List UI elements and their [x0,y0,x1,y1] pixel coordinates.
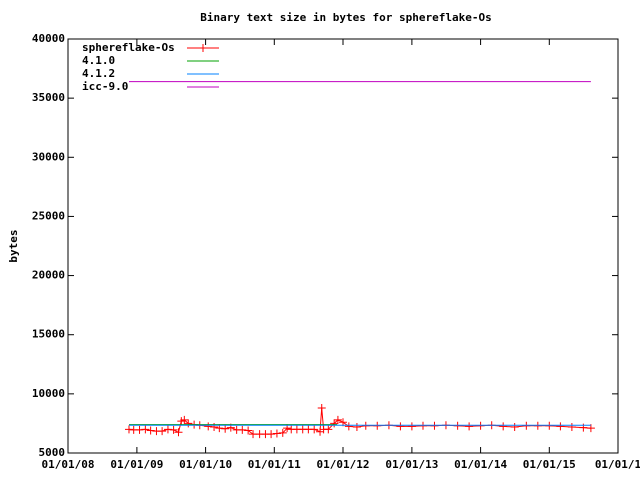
y-tick-label: 35000 [32,91,65,104]
point-marker [430,421,439,430]
y-tick-label: 20000 [32,269,65,282]
y-tick-label: 30000 [32,150,65,163]
point-marker [317,404,326,413]
point-marker [396,422,405,431]
x-tick-label: 01/01/08 [42,458,95,471]
point-marker [180,415,189,424]
point-marker [267,430,276,439]
point-marker [174,428,183,437]
point-marker [510,422,519,431]
point-marker [533,421,542,430]
point-marker [499,422,508,431]
point-marker [124,425,133,434]
legend-marker [199,44,207,52]
x-tick-label: 01/01/14 [454,458,507,471]
point-marker [545,421,554,430]
point-marker [204,422,213,431]
point-marker [418,421,427,430]
chart-title: Binary text size in bytes for sphereflak… [200,11,491,24]
point-marker [310,425,319,434]
point-marker [476,421,485,430]
x-tick-label: 01/01/09 [110,458,163,471]
plot-frame [67,38,619,454]
point-marker [169,425,178,434]
legend-label: icc-9.0 [82,80,128,93]
series-line [128,408,591,435]
point-marker [244,426,253,435]
legend-label: 4.1.0 [82,54,115,67]
y-tick-label: 15000 [32,328,65,341]
point-marker [567,422,576,431]
point-marker [330,419,339,428]
point-marker [135,425,144,434]
point-marker [238,425,247,434]
point-marker [556,422,565,431]
point-marker [373,421,382,430]
y-tick-label: 5000 [39,446,66,459]
x-tick-label: 01/01/13 [385,458,438,471]
point-marker [407,422,416,431]
point-marker [158,427,167,436]
point-marker [272,429,281,438]
point-marker [453,421,462,430]
point-marker [361,421,370,430]
point-marker [522,421,531,430]
x-tick-label: 01/01/11 [248,458,301,471]
point-marker [344,422,353,431]
x-tick-label: 01/01/1 [595,458,640,471]
point-marker [184,419,193,428]
point-marker [324,425,333,434]
x-tick-label: 01/01/15 [523,458,576,471]
y-tick-label: 25000 [32,209,65,222]
point-marker [163,425,172,434]
point-marker [278,428,287,437]
point-marker [221,424,230,433]
point-marker [141,425,150,434]
point-marker [333,415,342,424]
legend-label: sphereflake-Os [82,41,175,54]
point-marker [465,422,474,431]
point-marker [146,426,155,435]
y-axis-label: bytes [7,229,20,262]
legend-label: 4.1.2 [82,67,115,80]
x-tick-label: 01/01/10 [179,458,232,471]
point-marker [352,422,361,431]
y-tick-label: 40000 [32,32,65,45]
y-tick-label: 10000 [32,387,65,400]
x-tick-label: 01/01/12 [317,458,370,471]
